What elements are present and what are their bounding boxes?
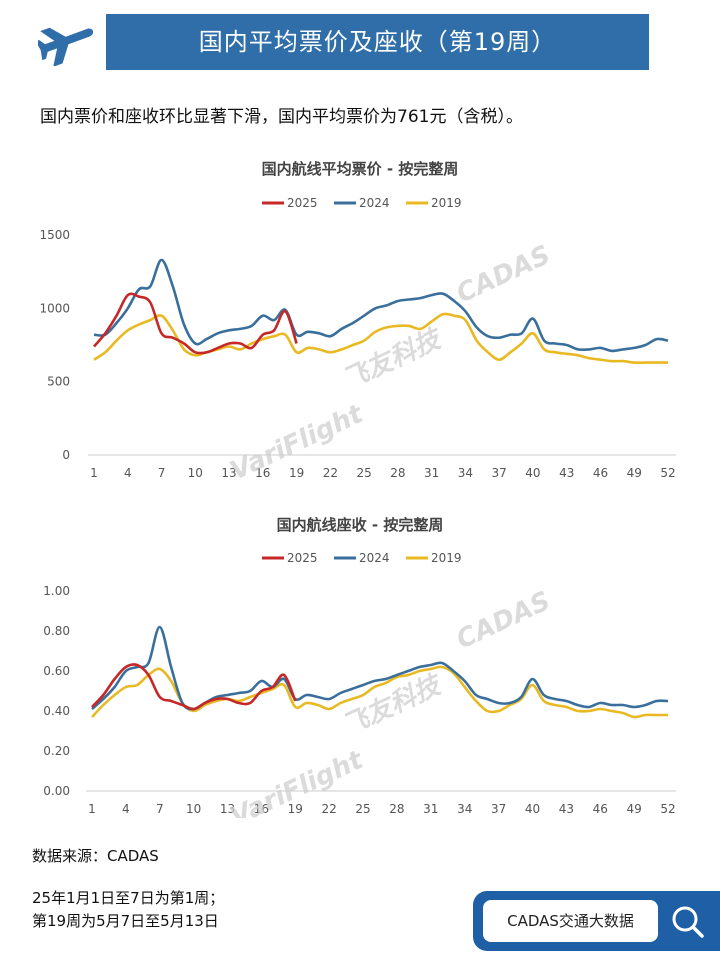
x-tick-label: 1: [88, 802, 96, 816]
price-chart-svg: 国内航线平均票价 - 按完整周 2025 2024 2019 1500 1000 500 0 1…: [39, 160, 676, 487]
series-line-2019: [93, 312, 668, 364]
legend-label-2019: 2019: [431, 551, 462, 565]
y-tick-label: 0.80: [43, 624, 70, 638]
x-tick-label: 19: [288, 802, 303, 816]
chart-title: 国内航线平均票价 - 按完整周: [262, 160, 459, 178]
y-tick-label: 0: [62, 448, 70, 462]
x-tick-label: 40: [525, 802, 540, 816]
x-tick-label: 49: [627, 466, 642, 480]
x-tick-label: 49: [626, 802, 641, 816]
x-tick-label: 28: [389, 802, 404, 816]
y-tick-label: 500: [47, 375, 70, 389]
search-label[interactable]: CADAS交通大数据: [483, 900, 658, 942]
load-factor-chart: 国内航线座收 - 按完整周 2025 2024 2019 1.00 0.80 0.60 0.4…: [0, 508, 720, 848]
series-line-2025: [93, 292, 298, 355]
watermark-text: CADAS: [452, 586, 555, 655]
header: 国内平均票价及座收（第19周）: [38, 14, 649, 70]
x-tick-label: 22: [323, 466, 338, 480]
x-tick-label: 19: [289, 466, 304, 480]
y-tick-label: 1500: [39, 228, 70, 242]
x-tick-label: 31: [424, 466, 439, 480]
y-tick-label: 0.20: [43, 744, 70, 758]
y-tick-label: 0.40: [43, 704, 70, 718]
x-tick-label: 52: [660, 466, 675, 480]
data-source: 数据来源：CADAS: [32, 847, 159, 865]
y-tick-label: 1000: [39, 301, 70, 315]
x-tick-label: 10: [186, 802, 201, 816]
series-line-2025: [91, 663, 297, 711]
x-tick-label: 25: [355, 802, 370, 816]
legend-label-2025: 2025: [287, 551, 318, 565]
x-tick-label: 4: [124, 466, 132, 480]
x-tick-label: 22: [322, 802, 337, 816]
search-card[interactable]: CADAS交通大数据: [473, 891, 720, 951]
x-tick-label: 4: [122, 802, 130, 816]
x-tick-label: 43: [559, 802, 574, 816]
x-tick-label: 43: [559, 466, 574, 480]
x-tick-label: 34: [457, 802, 472, 816]
price-chart: 国内航线平均票价 - 按完整周 2025 2024 2019 1500 1000 500 0 1…: [0, 150, 720, 490]
x-tick-label: 13: [220, 802, 235, 816]
watermark-text: 飞友科技: [338, 323, 449, 396]
x-tick-label: 31: [423, 802, 438, 816]
search-icon[interactable]: [665, 900, 711, 942]
x-tick-label: 7: [156, 802, 164, 816]
legend-label-2025: 2025: [287, 196, 318, 210]
x-tick-label: 10: [188, 466, 203, 480]
week-note-1: 25年1月1日至7日为第1周；: [32, 889, 225, 907]
summary-text: 国内票价和座收环比显著下滑，国内平均票价为761元（含税）。: [40, 107, 523, 127]
x-tick-label: 28: [390, 466, 405, 480]
watermark-text: CADAS: [452, 240, 555, 309]
x-tick-label: 34: [458, 466, 473, 480]
y-tick-label: 1.00: [43, 584, 70, 598]
legend-label-2019: 2019: [431, 196, 462, 210]
x-tick-label: 13: [221, 466, 236, 480]
y-tick-label: 0.60: [43, 664, 70, 678]
chart-title: 国内航线座收 - 按完整周: [277, 516, 444, 534]
x-tick-label: 25: [356, 466, 371, 480]
page-title: 国内平均票价及座收（第19周）: [106, 14, 649, 70]
x-tick-label: 1: [90, 466, 98, 480]
legend-label-2024: 2024: [359, 551, 390, 565]
x-tick-label: 46: [593, 466, 608, 480]
x-tick-label: 52: [660, 802, 675, 816]
legend-label-2024: 2024: [359, 196, 390, 210]
x-tick-label: 46: [593, 802, 608, 816]
week-note-2: 第19周为5月7日至5月13日: [32, 912, 219, 930]
airplane-icon: [38, 27, 94, 66]
x-tick-label: 7: [158, 466, 166, 480]
x-tick-label: 16: [254, 802, 269, 816]
x-tick-label: 40: [525, 466, 540, 480]
x-tick-label: 37: [491, 802, 506, 816]
x-tick-label: 16: [255, 466, 270, 480]
y-tick-label: 0.00: [43, 784, 70, 798]
load-factor-chart-svg: 国内航线座收 - 按完整周 2025 2024 2019 1.00 0.80 0.60 0.4…: [43, 516, 676, 818]
series-line-2024: [93, 258, 669, 353]
x-tick-label: 37: [492, 466, 507, 480]
